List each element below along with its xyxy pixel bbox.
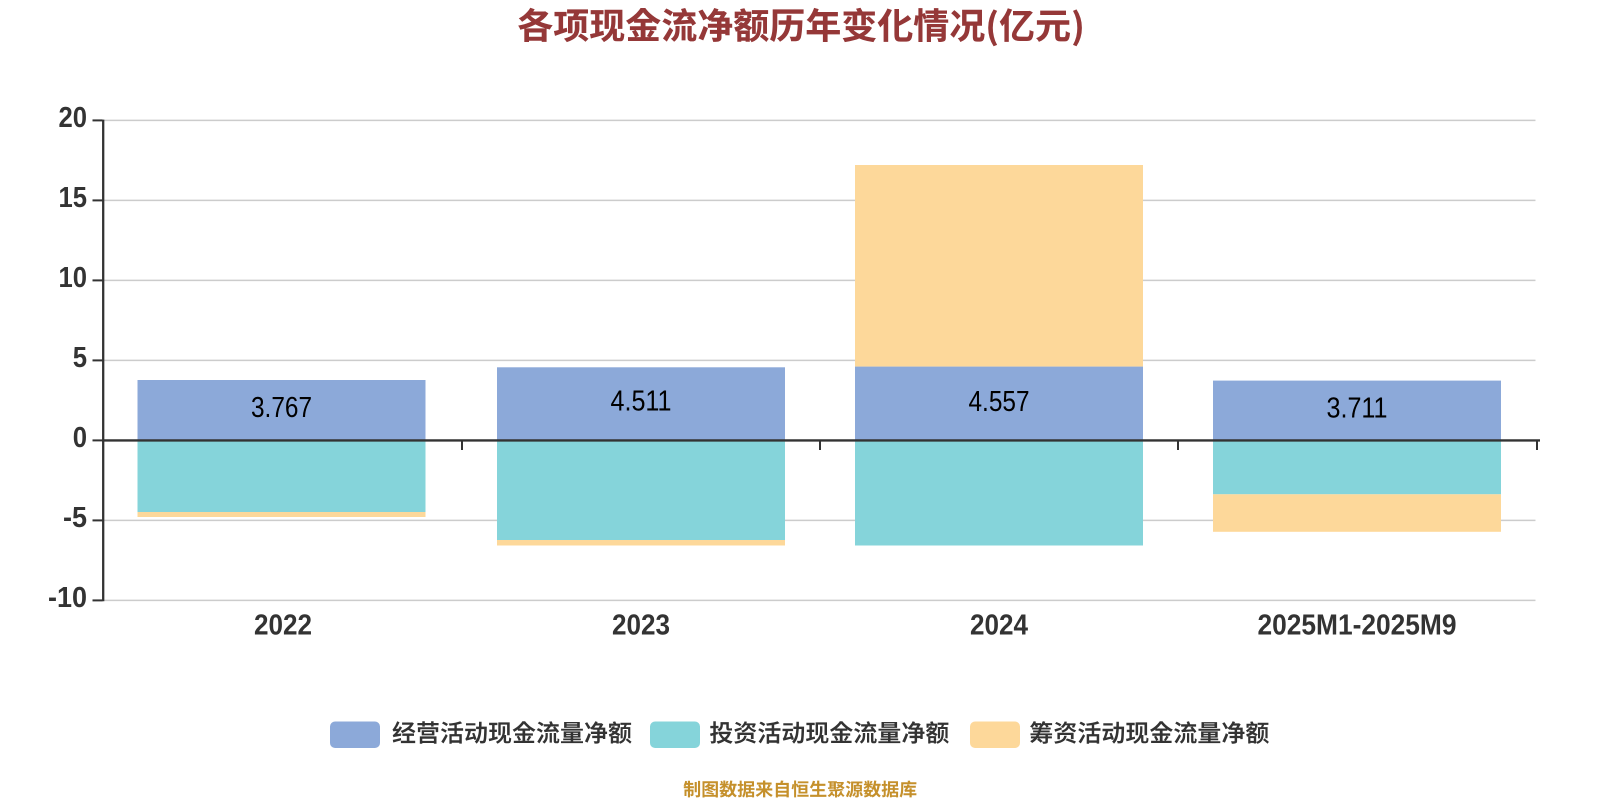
svg-text:2022: 2022 <box>254 610 312 642</box>
svg-text:2023: 2023 <box>612 610 670 642</box>
svg-text:-10: -10 <box>48 582 87 614</box>
svg-text:4.557: 4.557 <box>969 386 1030 418</box>
svg-text:4.511: 4.511 <box>611 386 672 418</box>
svg-text:20: 20 <box>59 102 88 134</box>
svg-text:2024: 2024 <box>970 610 1028 642</box>
svg-text:5: 5 <box>73 342 87 374</box>
svg-text:0: 0 <box>73 422 87 454</box>
svg-text:-5: -5 <box>63 502 87 534</box>
svg-text:10: 10 <box>59 262 88 294</box>
svg-text:3.711: 3.711 <box>1327 392 1388 424</box>
svg-text:15: 15 <box>59 182 88 214</box>
svg-text:2025M1-2025M9: 2025M1-2025M9 <box>1258 610 1457 642</box>
svg-text:3.767: 3.767 <box>251 392 312 424</box>
